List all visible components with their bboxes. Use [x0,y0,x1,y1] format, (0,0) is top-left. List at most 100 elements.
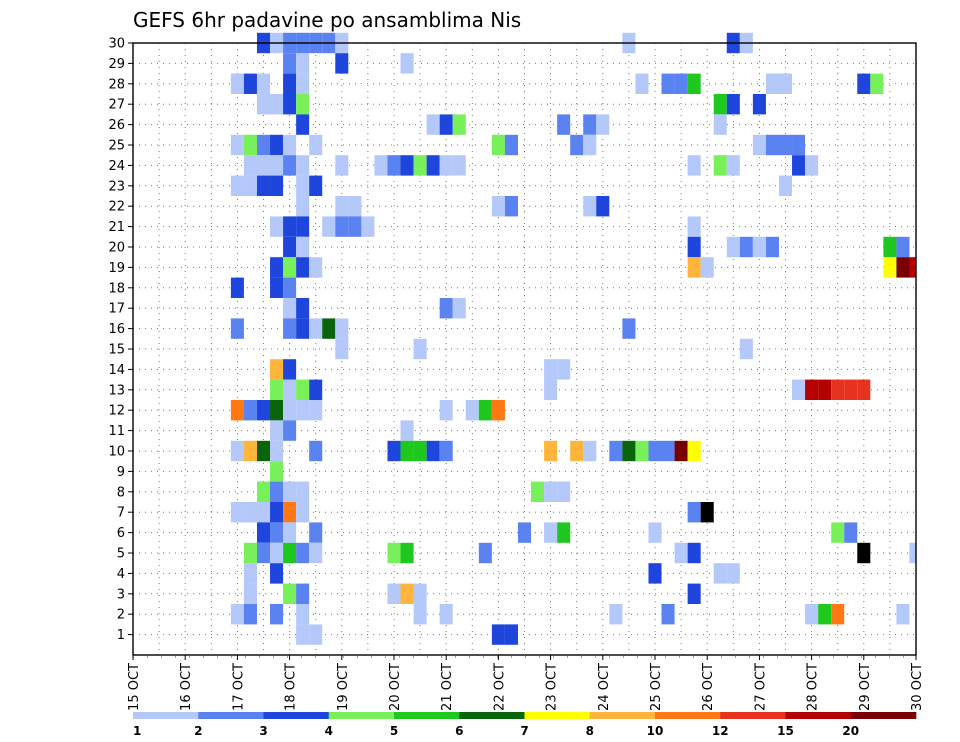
heatmap-cell [296,624,310,645]
heatmap-cell [270,440,284,462]
y-tick-label: 6 [117,526,125,541]
heatmap-cell [283,502,297,523]
heatmap-cell [230,604,244,625]
heatmap-cell [544,440,558,462]
heatmap-cell [256,522,271,543]
y-tick-label: 9 [117,465,125,480]
legend-swatch [133,712,199,719]
heatmap-cell [896,604,910,625]
legend-label: 3 [259,724,267,738]
heatmap-cell [544,481,558,502]
legend-swatch [328,712,395,719]
x-tick-label: 24 OCT [597,663,612,711]
heatmap-cell [570,134,584,156]
heatmap-cell [792,379,806,400]
legend-label: 12 [712,724,729,738]
heatmap-cell [309,440,323,462]
heatmap-cell [726,563,740,584]
heatmap-cell [309,257,323,278]
heatmap-cell [270,522,284,543]
heatmap-cell [648,522,662,543]
heatmap-cell [270,379,284,400]
heatmap-cell [230,502,244,523]
x-tick-label: 15 OCT [127,663,142,711]
heatmap-cell [335,318,349,339]
heatmap-cell [387,155,401,176]
heatmap-cell [309,379,323,400]
heatmap-cell [270,481,284,502]
heatmap-cell [270,604,284,625]
heatmap-cell [713,563,727,584]
heatmap-cell [805,379,819,400]
legend-swatch [263,712,330,719]
heatmap-cell [283,277,297,298]
y-tick-label: 20 [108,241,125,256]
legend-label: 2 [194,724,202,738]
heatmap-cell [283,94,297,115]
heatmap-cell [335,53,349,74]
heatmap-cell [283,318,297,339]
heatmap-cell [296,481,310,502]
x-tick-label: 25 OCT [649,663,664,711]
heatmap-cell [309,624,323,645]
heatmap-cell [270,502,284,523]
heatmap-cell [270,134,284,156]
heatmap-cell [296,155,310,176]
heatmap-cell [270,461,284,482]
heatmap-cell [230,440,244,462]
heatmap-cell [256,542,271,564]
legend-swatch [459,712,525,719]
heatmap-cell [491,624,505,645]
heatmap-cell [400,542,414,564]
heatmap-cell [309,400,323,421]
heatmap-cell [883,236,897,258]
x-tick-label: 18 OCT [284,663,299,711]
heatmap-cell [792,134,806,156]
legend-label: 20 [842,724,859,738]
heatmap-cell [309,318,323,339]
heatmap-cell [687,155,701,176]
heatmap-cell [296,114,310,135]
heatmap-cell [243,134,257,156]
heatmap-cell [230,400,244,421]
heatmap-cell [439,155,453,176]
y-tick-label: 10 [108,445,125,460]
legend-swatch [394,712,460,719]
x-tick-label: 23 OCT [545,663,560,711]
heatmap-cell [439,400,453,421]
heatmap-cell [792,155,806,176]
y-tick-label: 1 [117,628,125,643]
heatmap-cell [726,155,740,176]
heatmap-cell [478,542,492,564]
legend-swatch [524,712,591,719]
heatmap-cell [283,236,297,258]
x-tick-label: 27 OCT [753,663,768,711]
y-tick-label: 24 [108,159,125,174]
heatmap-cell [400,440,414,462]
heatmap-cell [752,236,766,258]
heatmap-cell [309,542,323,564]
y-tick-label: 7 [117,506,125,521]
heatmap-cell [400,53,414,74]
heatmap-cell [283,298,297,319]
y-tick-label: 29 [108,57,125,72]
heatmap-cell [243,502,257,523]
heatmap-cell [896,236,910,258]
x-tick-label: 16 OCT [179,663,194,711]
heatmap-cell [309,134,323,156]
heatmap-cell [544,522,558,543]
heatmap-cell [452,298,466,319]
heatmap-cell [687,502,701,523]
heatmap-cell [270,277,284,298]
heatmap-cell [687,440,701,462]
heatmap-cell [256,73,271,94]
x-tick-label: 22 OCT [492,663,507,711]
heatmap-cell [413,604,427,625]
heatmap-cell [283,400,297,421]
heatmap-cell [596,196,610,217]
heatmap-cell [283,73,297,94]
y-tick-label: 22 [108,200,125,215]
heatmap-cell [256,400,271,421]
heatmap-cell [283,155,297,176]
